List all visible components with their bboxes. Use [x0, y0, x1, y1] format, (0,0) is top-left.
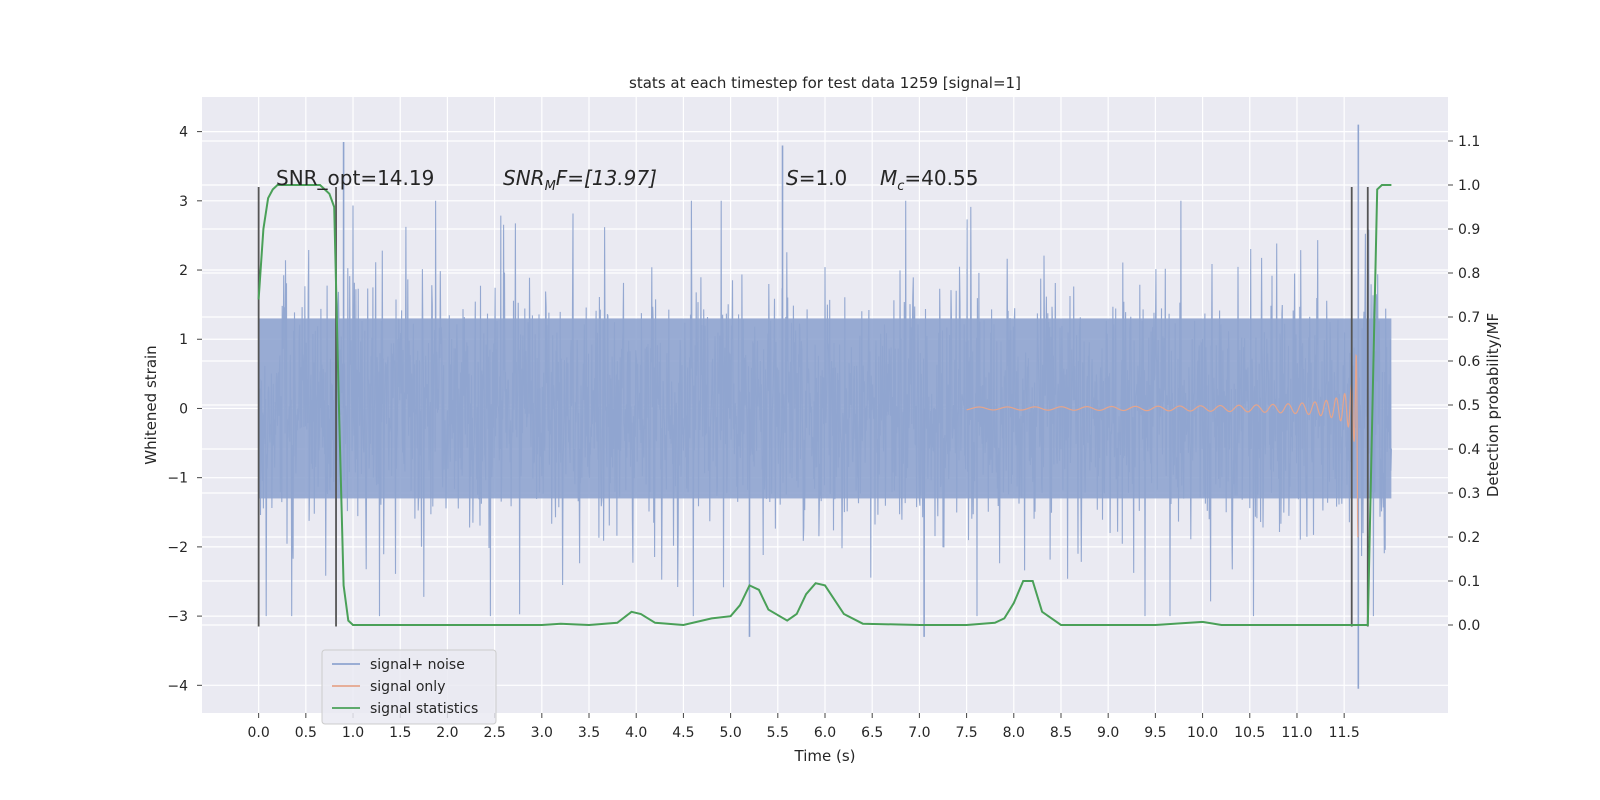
x-tick-label: 5.0 [719, 725, 741, 741]
signal-plus-noise-band [258, 318, 1392, 499]
series-signal-statistics [257, 184, 1392, 627]
y-axis-ticks: 4 3 2 1 0 −1 −2 −3 −4 [167, 125, 202, 694]
y-tick-label: −3 [167, 609, 188, 625]
x-tick-label: 6.0 [814, 725, 836, 741]
y2-axis-label: Detection probability/MF [1484, 313, 1502, 497]
y2-tick-label: 0.9 [1458, 222, 1480, 238]
annotation-mc: Mc=40.55 [880, 166, 978, 194]
x-tick-label: 1.0 [342, 725, 364, 741]
annotation-s-label: S [786, 166, 799, 190]
x-tick-label: 0.0 [248, 725, 270, 741]
x-axis-ticks: 0.0 0.5 1.0 1.5 2.0 2.5 3.0 3.5 4.0 4.5 5.0 5.5 6.0 6… [248, 713, 1360, 741]
annotation-snr-mf: SNRMF=[13.97] [503, 166, 657, 194]
y2-tick-label: 0.8 [1458, 266, 1480, 282]
y2-tick-label: 0.6 [1458, 354, 1480, 370]
x-tick-label: 5.5 [767, 725, 789, 741]
y-tick-label: −1 [167, 471, 188, 487]
x-tick-label: 4.5 [672, 725, 694, 741]
series-signal-plus-noise [258, 124, 1392, 689]
y-tick-label: 4 [179, 125, 188, 141]
y2-tick-label: 1.1 [1458, 134, 1480, 150]
y2-tick-label: 0.1 [1458, 574, 1480, 590]
x-tick-label: 8.5 [1050, 725, 1072, 741]
x-tick-label: 2.5 [483, 725, 505, 741]
x-tick-label: 0.5 [295, 725, 317, 741]
x-tick-label: 3.0 [531, 725, 553, 741]
y-tick-label: 1 [179, 332, 188, 348]
signal-only-line [966, 353, 1359, 538]
annotation-mc-sub: c [897, 179, 904, 194]
x-tick-label: 2.0 [436, 725, 458, 741]
y-tick-label: 0 [179, 401, 188, 417]
x-tick-label: 1.5 [389, 725, 411, 741]
y-tick-label: 3 [179, 194, 188, 210]
annotation-snr-opt: SNR_opt=14.19 [276, 166, 434, 190]
legend-label-signal-statistics: signal statistics [370, 701, 478, 717]
y-tick-label: 2 [179, 263, 188, 279]
x-tick-label: 7.5 [955, 725, 977, 741]
annotation-mc-label: M [880, 166, 897, 190]
legend: signal+ noise signal only signal statist… [321, 649, 497, 725]
y2-axis-ticks: 1.1 1.0 0.9 0.8 0.7 0.6 0.5 0.4 0.3 0.2 0.1 0.0 [1448, 134, 1480, 634]
x-tick-label: 11.0 [1281, 725, 1312, 741]
legend-label-signal-plus-noise: signal+ noise [370, 657, 465, 673]
y-tick-label: −4 [167, 678, 188, 694]
y2-tick-label: 0.3 [1458, 486, 1480, 502]
legend-box [321, 649, 497, 725]
y2-tick-label: 0.2 [1458, 530, 1480, 546]
x-tick-label: 10.5 [1234, 725, 1265, 741]
x-tick-label: 10.0 [1187, 725, 1218, 741]
legend-label-signal-only: signal only [370, 679, 445, 695]
y2-tick-label: 0.5 [1458, 398, 1480, 414]
y-axis-label: Whitened strain [142, 345, 160, 464]
y2-tick-label: 0.0 [1458, 618, 1480, 634]
series-signal-only [966, 353, 1359, 538]
y2-tick-label: 0.7 [1458, 310, 1480, 326]
y-tick-label: −2 [167, 540, 188, 556]
y2-tick-label: 1.0 [1458, 178, 1480, 194]
x-axis-label: Time (s) [794, 747, 856, 765]
annotation-snr-mf-label: SNR [503, 166, 545, 190]
annotation-mc-value: =40.55 [904, 166, 978, 190]
x-tick-label: 9.5 [1144, 725, 1166, 741]
y2-tick-label: 0.4 [1458, 442, 1480, 458]
annotation-snr-mf-sub: M [545, 179, 556, 194]
signal-statistics-line [257, 184, 1392, 627]
x-tick-label: 7.0 [908, 725, 930, 741]
x-tick-label: 8.0 [1003, 725, 1025, 741]
x-tick-label: 4.0 [625, 725, 647, 741]
annotation-snr-mf-value: F=[13.97] [556, 166, 657, 190]
annotation-s: S=1.0 [786, 166, 847, 190]
x-tick-label: 3.5 [578, 725, 600, 741]
annotation-s-value: =1.0 [799, 166, 848, 190]
x-tick-label: 9.0 [1097, 725, 1119, 741]
chart-title: stats at each timestep for test data 125… [629, 74, 1021, 92]
x-tick-label: 6.5 [861, 725, 883, 741]
x-tick-label: 11.5 [1329, 725, 1360, 741]
